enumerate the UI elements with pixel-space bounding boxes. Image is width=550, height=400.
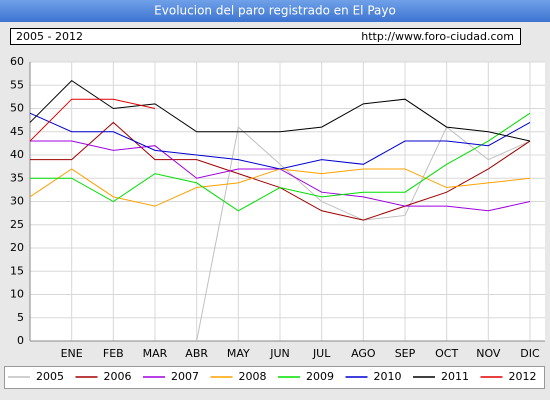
y-tick-label: 50 (10, 102, 24, 115)
x-tick-label: AGO (351, 347, 376, 360)
legend-label: 2006 (104, 370, 132, 383)
legend-label: 2008 (239, 370, 267, 383)
y-tick-label: 35 (10, 171, 24, 184)
x-tick-label: MAY (227, 347, 250, 360)
legend (4, 366, 545, 389)
y-tick-label: 40 (10, 148, 24, 161)
y-tick-label: 10 (10, 288, 24, 301)
line-series (29, 79, 531, 142)
y-tick-label: 5 (17, 311, 24, 324)
source-url: http://www.foro-ciudad.com (361, 30, 514, 43)
chart-subtitle: 2005 - 2012 (16, 30, 83, 43)
x-tick-label: MAR (143, 347, 168, 360)
y-tick-label: 25 (10, 218, 24, 231)
y-tick-label: 15 (10, 264, 24, 277)
line-series (29, 98, 156, 142)
legend-label: 2011 (441, 370, 469, 383)
legend-label: 2007 (171, 370, 199, 383)
y-tick-label: 0 (17, 334, 24, 347)
line-series (30, 112, 531, 212)
legend-label: 2005 (36, 370, 64, 383)
chart-title: Evolucion del paro registrado en El Payo (154, 4, 396, 18)
x-tick-label: JUL (312, 347, 331, 360)
line-series (29, 112, 531, 170)
x-tick-label: ENE (61, 347, 83, 360)
x-tick-label: ABR (185, 347, 208, 360)
x-tick-label: DIC (520, 347, 540, 360)
legend-label: 2012 (509, 370, 537, 383)
x-tick-label: JUN (269, 347, 290, 360)
y-tick-label: 20 (10, 241, 24, 254)
y-tick-label: 45 (10, 125, 24, 138)
x-tick-label: SEP (395, 347, 416, 360)
legend-label: 2009 (306, 370, 334, 383)
y-tick-label: 60 (10, 55, 24, 68)
x-tick-label: FEB (103, 347, 124, 360)
x-tick-label: NOV (476, 347, 501, 360)
y-tick-label: 55 (10, 78, 24, 91)
title-bar (0, 0, 550, 22)
y-tick-label: 30 (10, 195, 24, 208)
x-tick-label: OCT (435, 347, 458, 360)
legend-label: 2010 (374, 370, 402, 383)
subtitle-box (10, 28, 521, 45)
